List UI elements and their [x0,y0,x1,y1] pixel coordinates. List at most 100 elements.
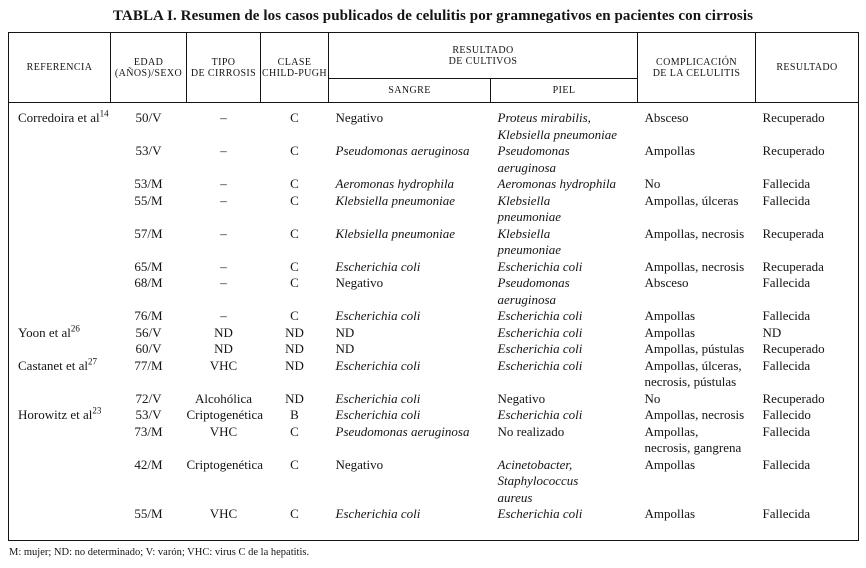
cell-complicacion: Ampollas, necrosis [644,407,745,422]
reference-superscript: 14 [99,108,109,119]
cell-referencia [9,143,111,176]
cell-clase: ND [285,390,304,406]
cell-complicacion: Ampollas [644,506,696,521]
cell-referencia: Horowitz et al23 [9,405,111,424]
cell-edad: 55/M [134,192,163,208]
cell-edad: 57/M [134,225,163,241]
cell-tipo: – [220,176,227,191]
cell-piel: Aeromonas hydrophila [497,176,617,191]
table-row: 57/M – C Klebsiella pneumoniae Klebsiella pn… [9,226,859,259]
cell-complicacion: Ampollas, úlceras, necrosis, pústulas [644,357,742,390]
table-row: Corredoira et al14 50/V – C Negativo Proteus … [9,103,859,144]
cell-edad: 53/V [135,407,162,422]
cell-piel: Escherichia coli [497,407,583,422]
header-resultado: RESULTADO [755,32,860,103]
cell-tipo: – [220,308,227,323]
table-header: REFERENCIA EDAD (AÑOS)/SEXO TIPO DE CIRR… [8,32,860,103]
cell-clase: C [290,110,299,125]
cell-piel: Escherichia coli [497,506,583,521]
cell-sangre: ND [335,341,355,356]
cell-resultado: Fallecida [762,192,811,208]
reference-text: Corredoira et al [18,110,100,125]
header-edad-sexo: EDAD (AÑOS)/SEXO [110,32,187,103]
cell-resultado: Fallecida [762,176,811,191]
cell-complicacion: Ampollas, úlceras [644,192,739,208]
cell-resultado: Fallecida [762,275,811,290]
table-row: 55/M – C Klebsiella pneumoniae Klebsiella pn… [9,193,859,226]
cell-clase: C [290,275,299,290]
cell-piel: Klebsiella pneumoniae [497,225,562,258]
cell-edad: 53/V [135,143,162,158]
cell-sangre: ND [335,324,355,340]
cell-clase: ND [285,324,304,340]
table-row: 53/V – C Pseudomonas aeruginosa Pseudomonas … [9,143,859,176]
cell-referencia: Yoon et al26 [9,323,111,342]
cell-clase: C [290,176,299,191]
header-sangre: SANGRE [328,78,491,103]
cell-edad: 56/V [135,324,162,340]
table-footnote: M: mujer; ND: no determinado; V: varón; … [9,546,310,558]
cell-sangre: Pseudomonas aeruginosa [335,143,470,158]
header-piel: PIEL [489,78,639,103]
cell-clase: C [290,225,299,241]
cell-resultado: Recuperado [762,341,825,356]
cell-tipo: – [220,110,227,125]
cell-complicacion: Absceso [644,110,689,125]
cell-sangre: Escherichia coli [335,407,421,422]
reference-superscript: 26 [70,323,80,334]
cell-referencia [9,341,111,358]
cell-resultado: Fallecida [762,357,811,373]
cell-piel: Pseudomonas aeruginosa [497,143,570,175]
cell-tipo: VHC [209,423,238,439]
cell-tipo: – [220,143,227,158]
cell-edad: 53/M [134,176,163,191]
cell-referencia [9,259,111,276]
reference-superscript: 23 [92,405,102,416]
cell-edad: 72/V [135,390,162,406]
cell-resultado: Fallecida [762,506,811,521]
cell-clase: C [290,423,299,439]
cell-piel: Escherichia coli [497,357,583,373]
cell-edad: 73/M [134,423,163,439]
cell-referencia [9,424,111,457]
cell-clase: ND [285,341,304,356]
cases-table: REFERENCIA EDAD (AÑOS)/SEXO TIPO DE CIRR… [8,32,860,541]
cell-tipo: ND [214,341,233,356]
reference-text: Yoon et al [18,324,71,340]
cell-resultado: Fallecida [762,423,811,439]
cell-piel: Escherichia coli [497,341,583,356]
cell-tipo: – [220,192,227,208]
table-row: Yoon et al26 56/V ND ND ND Escherichia coli Am… [9,323,859,342]
cell-edad: 76/M [134,308,163,323]
cell-complicacion: Ampollas [644,456,696,472]
header-resultado-cultivos: RESULTADO DE CULTIVOS [327,32,639,79]
cell-complicacion: No [644,390,661,406]
cell-sangre: Negativo [335,110,384,125]
cell-clase: C [290,506,299,521]
table-row: 55/M VHC C Escherichia coli Escherichia coli… [9,506,859,540]
reference-text: Horowitz et al [18,407,93,422]
table-row: 68/M – C Negativo Pseudomonas aeruginosa Absc… [9,275,859,308]
cell-resultado: Recuperada [762,225,824,241]
cell-edad: 68/M [134,275,163,290]
cell-sangre: Negativo [335,456,384,472]
cell-edad: 65/M [134,258,163,274]
cell-tipo: – [220,258,227,274]
cell-resultado: Recuperada [762,258,824,274]
reference-text: Castanet et al [18,357,89,373]
cell-referencia [9,193,111,226]
cell-complicacion: No [644,176,661,191]
cell-complicacion: Ampollas [644,324,696,340]
cell-sangre: Klebsiella pneumoniae [335,225,456,241]
cell-clase: C [290,143,299,158]
cell-complicacion: Ampollas, necrosis [644,225,745,241]
cell-sangre: Escherichia coli [335,357,421,373]
cell-complicacion: Absceso [644,275,689,290]
table-title: TABLA I. Resumen de los casos publicados… [112,8,754,24]
table-row: 72/V Alcohólica ND Escherichia coli Negativo… [9,391,859,408]
cell-resultado: Fallecida [762,308,811,323]
cell-complicacion: Ampollas, necrosis [644,258,745,274]
table-row: 42/M Criptogenética C Negativo Acinetobacter… [9,457,859,507]
table-row: Castanet et al27 77/M VHC ND Escherichia col… [9,357,859,391]
